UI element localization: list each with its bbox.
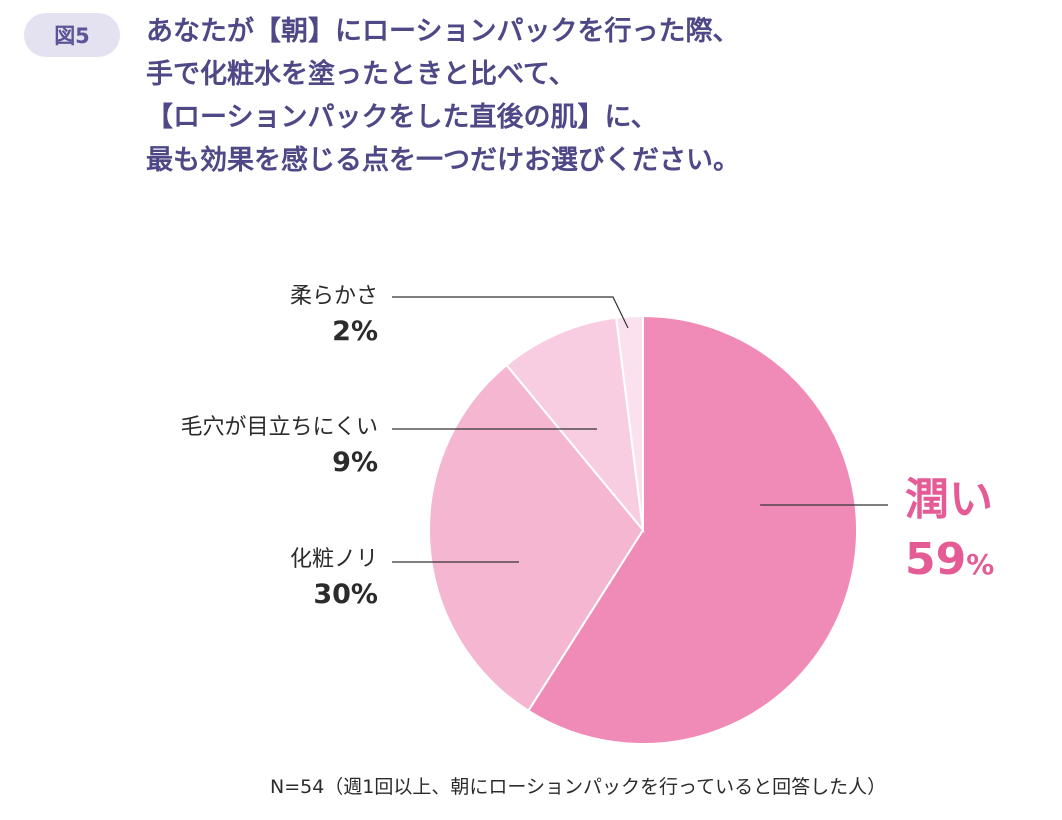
label-pores: 毛穴が目立ちにくい 9% [80, 413, 378, 483]
label-softness: 柔らかさ 2% [120, 282, 378, 352]
sample-note: N=54（週1回以上、朝にローションパックを行っていると回答した人） [270, 776, 887, 798]
question-text: あなたが【朝】にローションパックを行った際、 手で化粧水を塗ったときと比べて、 … [146, 10, 1026, 182]
pie-slices [428, 314, 858, 745]
leader-line-softness [392, 296, 629, 329]
slice-value-moisture-unit: % [966, 548, 995, 581]
pie-slice-moisture [526, 314, 858, 745]
pie-slice-pores [505, 316, 645, 534]
slice-label-moisture: 潤い [905, 474, 993, 525]
figure-badge: 図5 [24, 13, 120, 57]
label-makeup: 化粧ノリ 30% [120, 545, 378, 615]
leader-lines [392, 296, 888, 563]
slice-value-moisture: 59% [905, 530, 994, 595]
figure-label: 図5 [54, 24, 90, 48]
pie-slice-softness [615, 314, 644, 531]
slice-value-moisture-number: 59 [905, 534, 967, 585]
slice-value-pores: 9% [332, 447, 378, 478]
question-line-1: あなたが【朝】にローションパックを行った際、 [146, 16, 740, 47]
slice-label-pores: 毛穴が目立ちにくい [180, 415, 378, 440]
slice-label-makeup: 化粧ノリ [289, 547, 378, 572]
slice-value-softness: 2% [332, 316, 378, 347]
question-line-2: 手で化粧水を塗ったときと比べて、 [146, 59, 576, 90]
label-moisture: 潤い 59% [905, 470, 994, 595]
slice-label-softness: 柔らかさ [289, 284, 378, 309]
pie-slice-makeup [428, 363, 645, 713]
question-line-4: 最も効果を感じる点を一つだけお選びください。 [146, 145, 740, 176]
slice-value-makeup: 30% [313, 579, 378, 610]
question-line-3: 【ローションパックをした直後の肌】に、 [146, 102, 658, 133]
